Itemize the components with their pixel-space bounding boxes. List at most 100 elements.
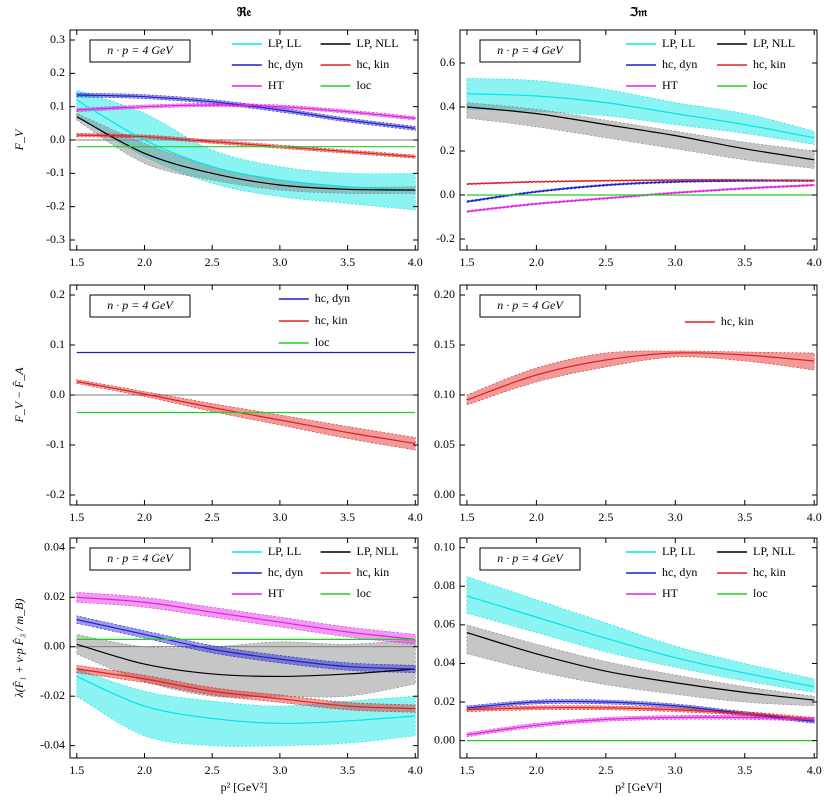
error-band — [466, 350, 815, 406]
error-band — [76, 379, 416, 451]
y-tick-label: -0.2 — [46, 487, 65, 501]
plot-area — [70, 89, 418, 211]
legend-label: hc, dyn — [315, 291, 350, 305]
annotation-box — [479, 294, 581, 318]
x-tick-label: 4.0 — [408, 510, 423, 524]
series-line — [466, 352, 815, 401]
y-tick-label: 0.02 — [44, 589, 65, 603]
legend-label: LP, LL — [268, 36, 301, 50]
legend-label: LP, LL — [662, 544, 695, 558]
x-tick-label: 1.5 — [69, 510, 84, 524]
y-tick-label: -0.3 — [46, 232, 65, 246]
plot-area — [70, 351, 418, 451]
x-tick-label: 2.5 — [205, 763, 220, 777]
x-tick-label: 3.5 — [737, 510, 752, 524]
x-tick-label: 1.5 — [459, 510, 474, 524]
legend-label: hc, kin — [753, 57, 786, 71]
x-tick-label: 1.5 — [69, 763, 84, 777]
series-line — [466, 179, 815, 185]
frame — [459, 29, 818, 251]
series-line — [76, 596, 416, 640]
y-tick-label: 0.20 — [434, 287, 455, 301]
x-tick-label: 3.5 — [737, 255, 752, 269]
y-tick-label: 0.6 — [440, 55, 455, 69]
plot-area — [466, 350, 815, 406]
y-tick-label: 0.0 — [50, 387, 65, 401]
y-tick-label: 0.05 — [434, 437, 455, 451]
legend-label: loc — [753, 78, 768, 92]
y-tick-label: 0.2 — [50, 287, 65, 301]
series-line — [76, 643, 416, 678]
legend-label: HT — [662, 78, 679, 92]
y-tick-label: 0.3 — [50, 32, 65, 46]
frame — [459, 284, 818, 506]
y-tick-label: 0.0 — [50, 132, 65, 146]
y-tick-label: -0.1 — [46, 437, 65, 451]
y-tick-label: 0.10 — [434, 387, 455, 401]
series-line — [466, 706, 815, 721]
legend-label: hc, kin — [357, 565, 390, 579]
y-tick-label: 0.06 — [434, 617, 455, 631]
plot-area — [466, 576, 815, 742]
legend-label: hc, dyn — [662, 565, 697, 579]
legend-label: loc — [753, 586, 768, 600]
y-tick-label: 0.10 — [434, 539, 455, 553]
frame — [69, 537, 419, 759]
x-tick-label: 3.0 — [272, 763, 287, 777]
annotation: n · p = 4 GeV — [497, 298, 564, 312]
legend-label: hc, kin — [721, 314, 754, 328]
x-tick-label: 3.0 — [272, 255, 287, 269]
x-tick-label: 3.5 — [340, 255, 355, 269]
x-tick-label: 2.0 — [529, 255, 544, 269]
legend-label: LP, NLL — [753, 544, 795, 558]
series-line — [76, 668, 416, 710]
series-line — [76, 104, 416, 119]
legend-label: loc — [357, 586, 372, 600]
error-band — [76, 615, 416, 674]
annotation: n · p = 4 GeV — [107, 298, 174, 312]
x-tick-label: 4.0 — [408, 763, 423, 777]
legend-label: loc — [315, 335, 330, 349]
column-title: ℜ𝔢 — [237, 5, 252, 19]
y-axis-label: λ(F̂₁ + v·p F̂₃ / m_B) — [12, 599, 26, 699]
x-tick-label: 2.0 — [529, 763, 544, 777]
x-tick-label: 2.5 — [205, 255, 220, 269]
x-tick-label: 4.0 — [807, 763, 822, 777]
annotation: n · p = 4 GeV — [497, 43, 564, 57]
x-tick-label: 2.0 — [137, 510, 152, 524]
series-line — [466, 716, 815, 736]
y-tick-label: 0.08 — [434, 578, 455, 592]
legend-label: HT — [662, 586, 679, 600]
x-tick-label: 3.0 — [272, 510, 287, 524]
y-tick-label: 0.2 — [440, 143, 455, 157]
x-tick-label: 1.5 — [69, 255, 84, 269]
error-band — [76, 133, 416, 159]
y-tick-label: 0.15 — [434, 337, 455, 351]
x-tick-label: 2.5 — [598, 763, 613, 777]
y-tick-label: 0.04 — [434, 655, 455, 669]
error-band — [466, 624, 815, 707]
legend-label: hc, kin — [315, 313, 348, 327]
series-line — [76, 618, 416, 670]
legend-label: HT — [268, 586, 285, 600]
x-tick-label: 2.5 — [598, 255, 613, 269]
legend-label: hc, kin — [753, 565, 786, 579]
x-tick-label: 2.0 — [137, 255, 152, 269]
legend-label: LP, NLL — [753, 36, 795, 50]
x-tick-label: 2.5 — [205, 510, 220, 524]
x-tick-label: 4.0 — [807, 510, 822, 524]
x-axis-label: p² [GeV²] — [615, 780, 662, 794]
column-title: ℑ𝔪 — [629, 5, 648, 19]
legend-label: LP, LL — [268, 544, 301, 558]
x-tick-label: 3.5 — [340, 510, 355, 524]
x-tick-label: 3.0 — [668, 763, 683, 777]
series-line — [76, 134, 416, 158]
y-tick-label: 0.04 — [44, 540, 65, 554]
y-tick-label: 0.2 — [50, 65, 65, 79]
x-tick-label: 4.0 — [807, 255, 822, 269]
y-tick-label: -0.04 — [40, 737, 65, 751]
error-band — [76, 103, 416, 121]
legend-label: hc, dyn — [268, 57, 303, 71]
series-line — [76, 380, 416, 445]
series-line — [466, 595, 815, 688]
